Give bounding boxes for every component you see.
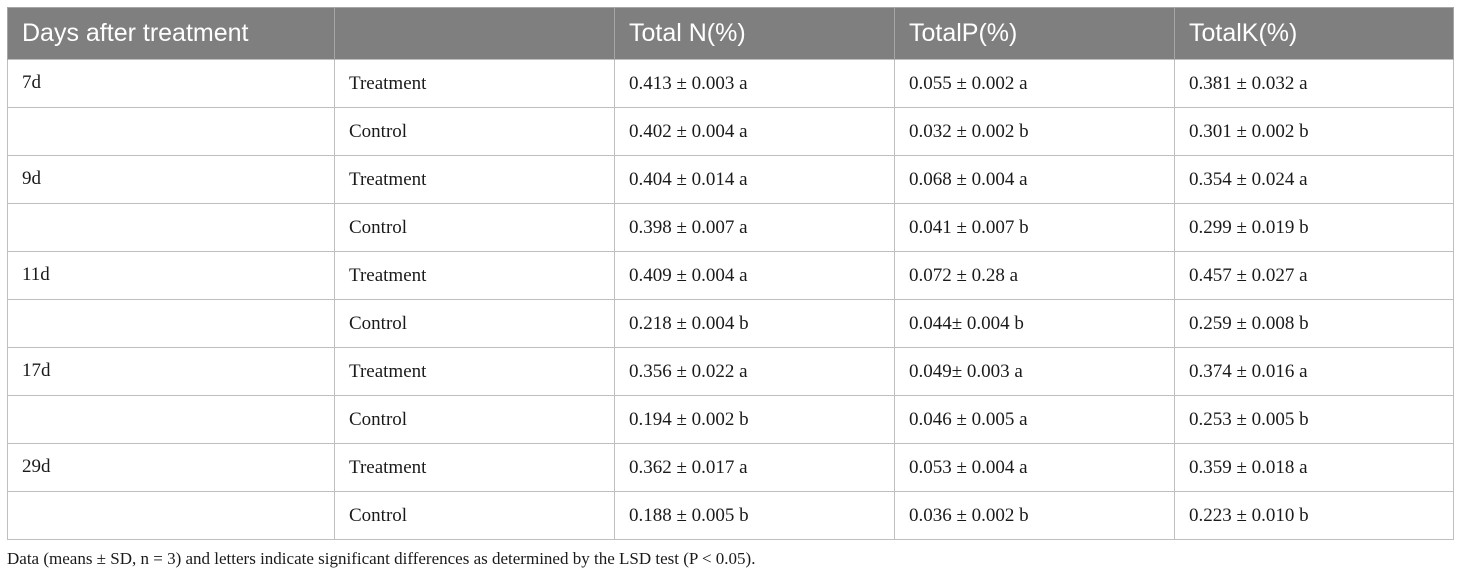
cell-day: 17d xyxy=(7,347,335,396)
cell-day: 11d xyxy=(7,251,335,300)
cell-total-p: 0.044± 0.004 b xyxy=(894,299,1175,348)
cell-group: Control xyxy=(334,491,615,540)
cell-total-k: 0.381 ± 0.032 a xyxy=(1174,59,1454,108)
table-row: Control 0.402 ± 0.004 a 0.032 ± 0.002 b 0.3… xyxy=(7,107,1454,156)
cell-total-p: 0.068 ± 0.004 a xyxy=(894,155,1175,204)
cell-total-n: 0.194 ± 0.002 b xyxy=(614,395,895,444)
cell-day: 29d xyxy=(7,443,335,492)
table-row: 17d Treatment 0.356 ± 0.022 a 0.049± 0.003 … xyxy=(7,347,1454,396)
cell-day: 9d xyxy=(7,155,335,204)
table-footnote: Data (means ± SD, n = 3) and letters ind… xyxy=(7,549,756,568)
cell-total-p: 0.032 ± 0.002 b xyxy=(894,107,1175,156)
cell-group: Control xyxy=(334,203,615,252)
cell-group: Treatment xyxy=(334,443,615,492)
header-days: Days after treatment xyxy=(7,7,335,60)
cell-total-n: 0.188 ± 0.005 b xyxy=(614,491,895,540)
cell-total-p: 0.041 ± 0.007 b xyxy=(894,203,1175,252)
cell-total-k: 0.259 ± 0.008 b xyxy=(1174,299,1454,348)
cell-group: Control xyxy=(334,395,615,444)
cell-total-n: 0.404 ± 0.014 a xyxy=(614,155,895,204)
cell-total-k: 0.359 ± 0.018 a xyxy=(1174,443,1454,492)
table-row: 9d Treatment 0.404 ± 0.014 a 0.068 ± 0.004 … xyxy=(7,155,1454,204)
cell-day xyxy=(7,491,335,540)
cell-total-k: 0.299 ± 0.019 b xyxy=(1174,203,1454,252)
cell-total-k: 0.457 ± 0.027 a xyxy=(1174,251,1454,300)
cell-day xyxy=(7,203,335,252)
table-row: 7d Treatment 0.413 ± 0.003 a 0.055 ± 0.002 … xyxy=(7,59,1454,108)
header-total-p: TotalP(%) xyxy=(894,7,1175,60)
header-total-n: Total N(%) xyxy=(614,7,895,60)
cell-total-p: 0.055 ± 0.002 a xyxy=(894,59,1175,108)
cell-group: Treatment xyxy=(334,347,615,396)
cell-total-p: 0.046 ± 0.005 a xyxy=(894,395,1175,444)
cell-group: Treatment xyxy=(334,155,615,204)
table-row: 29d Treatment 0.362 ± 0.017 a 0.053 ± 0.004… xyxy=(7,443,1454,492)
cell-day: 7d xyxy=(7,59,335,108)
cell-group: Control xyxy=(334,299,615,348)
cell-total-n: 0.218 ± 0.004 b xyxy=(614,299,895,348)
cell-total-p: 0.049± 0.003 a xyxy=(894,347,1175,396)
table-body: 7d Treatment 0.413 ± 0.003 a 0.055 ± 0.002 … xyxy=(7,59,1454,540)
cell-group: Control xyxy=(334,107,615,156)
cell-total-k: 0.253 ± 0.005 b xyxy=(1174,395,1454,444)
table-row: 11d Treatment 0.409 ± 0.004 a 0.072 ± 0.28 … xyxy=(7,251,1454,300)
header-total-k: TotalK(%) xyxy=(1174,7,1454,60)
cell-day xyxy=(7,107,335,156)
cell-total-p: 0.036 ± 0.002 b xyxy=(894,491,1175,540)
cell-day xyxy=(7,395,335,444)
cell-total-n: 0.398 ± 0.007 a xyxy=(614,203,895,252)
table-row: Control 0.218 ± 0.004 b 0.044± 0.004 b 0.25… xyxy=(7,299,1454,348)
header-group xyxy=(334,7,615,60)
cell-total-n: 0.413 ± 0.003 a xyxy=(614,59,895,108)
cell-group: Treatment xyxy=(334,251,615,300)
cell-total-p: 0.072 ± 0.28 a xyxy=(894,251,1175,300)
cell-total-k: 0.301 ± 0.002 b xyxy=(1174,107,1454,156)
cell-total-n: 0.362 ± 0.017 a xyxy=(614,443,895,492)
cell-total-k: 0.354 ± 0.024 a xyxy=(1174,155,1454,204)
data-table-container: Days after treatment Total N(%) TotalP(%… xyxy=(7,7,1454,540)
cell-group: Treatment xyxy=(334,59,615,108)
cell-total-n: 0.402 ± 0.004 a xyxy=(614,107,895,156)
table-row: Control 0.194 ± 0.002 b 0.046 ± 0.005 a 0.2… xyxy=(7,395,1454,444)
cell-total-k: 0.223 ± 0.010 b xyxy=(1174,491,1454,540)
cell-total-n: 0.409 ± 0.004 a xyxy=(614,251,895,300)
table-row: Control 0.188 ± 0.005 b 0.036 ± 0.002 b 0.2… xyxy=(7,491,1454,540)
cell-day xyxy=(7,299,335,348)
nutrient-table: Days after treatment Total N(%) TotalP(%… xyxy=(7,7,1454,540)
cell-total-k: 0.374 ± 0.016 a xyxy=(1174,347,1454,396)
table-header-row: Days after treatment Total N(%) TotalP(%… xyxy=(7,7,1454,60)
table-row: Control 0.398 ± 0.007 a 0.041 ± 0.007 b 0.2… xyxy=(7,203,1454,252)
cell-total-p: 0.053 ± 0.004 a xyxy=(894,443,1175,492)
cell-total-n: 0.356 ± 0.022 a xyxy=(614,347,895,396)
